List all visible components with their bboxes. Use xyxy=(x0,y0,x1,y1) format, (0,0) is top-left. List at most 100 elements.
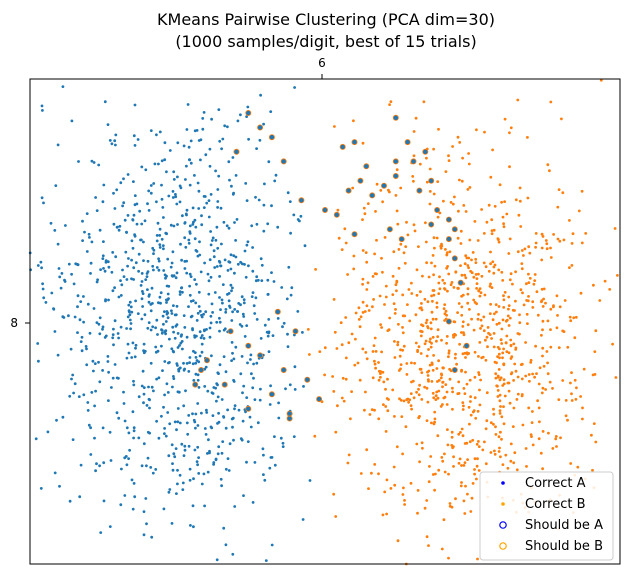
data-point xyxy=(212,249,216,253)
data-point xyxy=(229,253,233,257)
data-point xyxy=(444,309,448,313)
data-point xyxy=(385,512,388,516)
data-point xyxy=(514,198,518,202)
data-point xyxy=(173,336,177,340)
misclassified-point xyxy=(286,410,293,417)
data-point xyxy=(140,297,144,301)
data-point xyxy=(432,396,436,400)
data-point xyxy=(377,361,380,364)
data-point xyxy=(457,209,460,213)
data-point xyxy=(540,300,543,304)
misclassified-point xyxy=(410,158,417,165)
data-point xyxy=(220,451,224,455)
data-point xyxy=(433,488,436,492)
data-point xyxy=(255,361,259,365)
data-point xyxy=(262,229,266,233)
data-point xyxy=(318,350,322,353)
data-point xyxy=(417,416,421,420)
data-point xyxy=(479,378,482,382)
data-point xyxy=(471,438,475,442)
data-point xyxy=(175,202,179,206)
data-point xyxy=(505,318,509,322)
data-point xyxy=(373,362,377,366)
data-point xyxy=(127,303,131,307)
data-point xyxy=(273,435,276,438)
data-point xyxy=(451,407,454,411)
data-point xyxy=(432,289,436,292)
data-point xyxy=(216,395,220,399)
data-point xyxy=(493,204,497,208)
data-point xyxy=(270,456,274,459)
data-point xyxy=(412,396,416,400)
data-point xyxy=(594,440,598,444)
data-point xyxy=(149,328,153,332)
data-point xyxy=(344,241,348,245)
data-point xyxy=(209,193,213,196)
data-point xyxy=(501,351,505,355)
data-point xyxy=(254,279,258,283)
data-point xyxy=(293,333,296,337)
data-point xyxy=(222,355,226,358)
data-point xyxy=(432,147,435,151)
data-point xyxy=(405,398,409,402)
data-point xyxy=(160,414,163,418)
data-point xyxy=(172,170,176,174)
data-point xyxy=(256,421,260,425)
data-point xyxy=(40,196,44,200)
data-point xyxy=(206,272,210,276)
data-point xyxy=(229,283,233,287)
data-point xyxy=(155,239,159,243)
data-point xyxy=(185,335,189,339)
data-point xyxy=(124,250,128,254)
misclassified-point xyxy=(392,114,399,121)
data-point xyxy=(162,507,166,511)
data-point xyxy=(176,468,179,472)
misclassified-point xyxy=(428,221,435,228)
data-point xyxy=(218,320,222,324)
data-point xyxy=(439,405,443,408)
data-point xyxy=(132,426,136,430)
data-point xyxy=(469,395,472,399)
data-point xyxy=(273,179,277,183)
data-point xyxy=(158,246,162,249)
data-point xyxy=(429,455,433,458)
data-point xyxy=(200,350,204,354)
data-point xyxy=(410,380,413,384)
data-point xyxy=(121,268,124,272)
data-point xyxy=(181,290,184,294)
data-point xyxy=(246,361,249,365)
data-point xyxy=(189,275,193,278)
data-point xyxy=(184,245,188,249)
rings-layer xyxy=(192,110,470,422)
data-point xyxy=(101,254,105,258)
data-point xyxy=(473,468,476,471)
data-point xyxy=(432,293,436,297)
data-point xyxy=(540,232,544,236)
data-point xyxy=(413,229,417,233)
data-point xyxy=(502,405,505,408)
data-point xyxy=(495,361,498,365)
data-point xyxy=(466,458,469,461)
data-point xyxy=(149,129,153,133)
data-point xyxy=(377,378,381,382)
data-point xyxy=(95,280,99,284)
data-point xyxy=(343,227,347,231)
data-point xyxy=(462,499,466,503)
data-point xyxy=(442,307,446,310)
data-point xyxy=(207,199,211,203)
data-point xyxy=(166,316,170,320)
data-point xyxy=(332,298,336,301)
data-point xyxy=(460,481,463,484)
data-point xyxy=(188,183,192,187)
misclassified-point xyxy=(192,381,199,388)
data-point xyxy=(130,478,134,482)
data-point xyxy=(560,117,563,121)
data-point xyxy=(181,214,184,218)
data-point xyxy=(466,492,469,496)
data-point xyxy=(41,287,45,291)
data-point xyxy=(193,448,197,452)
data-point xyxy=(547,431,550,435)
data-point xyxy=(228,442,232,446)
data-point xyxy=(483,440,486,444)
data-point xyxy=(529,361,533,364)
